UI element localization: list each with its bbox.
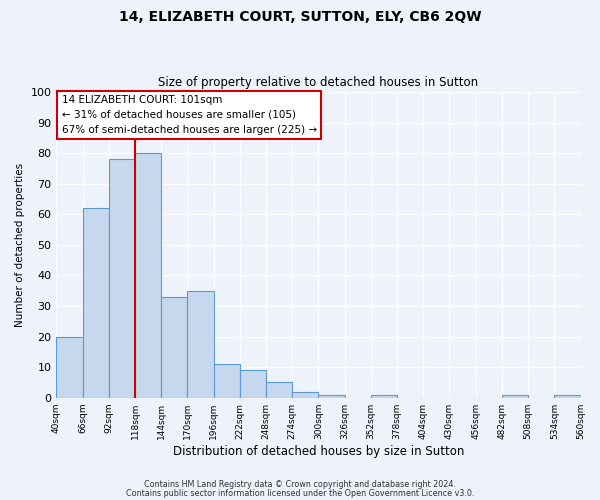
Bar <box>135 153 161 398</box>
Text: Contains HM Land Registry data © Crown copyright and database right 2024.: Contains HM Land Registry data © Crown c… <box>144 480 456 489</box>
Bar <box>109 160 135 398</box>
Y-axis label: Number of detached properties: Number of detached properties <box>15 163 25 327</box>
Bar <box>266 382 292 398</box>
X-axis label: Distribution of detached houses by size in Sutton: Distribution of detached houses by size … <box>173 444 464 458</box>
Bar <box>554 394 581 398</box>
Text: Contains public sector information licensed under the Open Government Licence v3: Contains public sector information licen… <box>126 489 474 498</box>
Text: 14 ELIZABETH COURT: 101sqm
← 31% of detached houses are smaller (105)
67% of sem: 14 ELIZABETH COURT: 101sqm ← 31% of deta… <box>62 95 317 134</box>
Bar <box>502 394 528 398</box>
Bar <box>371 394 397 398</box>
Bar <box>187 290 214 398</box>
Bar <box>292 392 319 398</box>
Bar <box>214 364 240 398</box>
Text: 14, ELIZABETH COURT, SUTTON, ELY, CB6 2QW: 14, ELIZABETH COURT, SUTTON, ELY, CB6 2Q… <box>119 10 481 24</box>
Bar <box>161 297 187 398</box>
Bar <box>83 208 109 398</box>
Bar <box>240 370 266 398</box>
Bar <box>56 336 83 398</box>
Title: Size of property relative to detached houses in Sutton: Size of property relative to detached ho… <box>158 76 479 90</box>
Bar <box>319 394 344 398</box>
